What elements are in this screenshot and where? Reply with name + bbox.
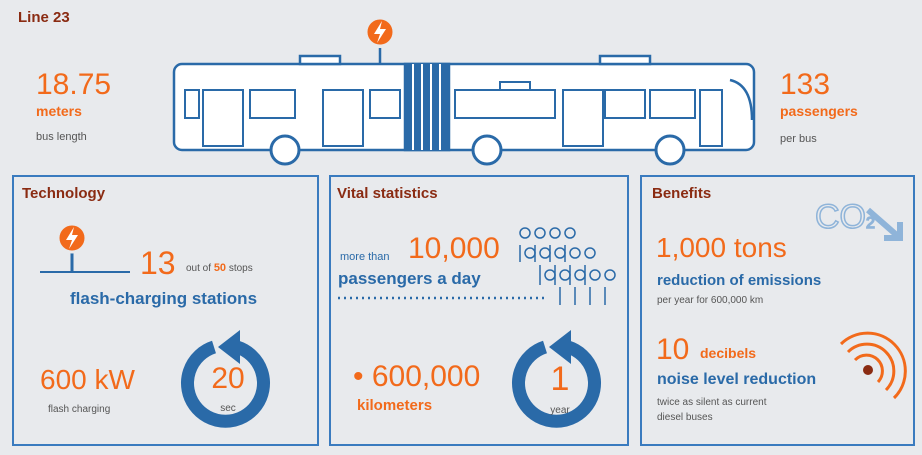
noise-note: twice as silent as current: [657, 398, 767, 408]
out-of: out of: [186, 263, 211, 274]
stations-of: out of 50 stops: [186, 263, 253, 274]
distance-label: kilometers: [357, 398, 432, 413]
bullet: •: [353, 360, 372, 393]
period-unit: year: [550, 406, 569, 416]
emissions-label: reduction of emissions: [657, 273, 821, 288]
noise-unit: decibels: [700, 346, 756, 360]
articulation: [405, 64, 449, 150]
distance-value: 600,000: [372, 360, 480, 393]
charge-time: 20: [211, 364, 244, 394]
bus: [174, 48, 754, 164]
length-unit: meters: [36, 104, 82, 118]
benefits-title: Benefits: [652, 186, 711, 201]
station-icon: [40, 224, 130, 272]
length-caption: bus length: [36, 132, 87, 143]
roof-unit: [600, 56, 650, 64]
power-label: flash charging: [48, 405, 110, 415]
distance-line: • 600,000: [353, 362, 480, 392]
noise-label: noise level reduction: [657, 372, 816, 388]
co2-label: CO2: [815, 200, 875, 234]
infographic: Line 23 18.75 meters bus length 133 pass…: [0, 0, 922, 455]
vital-title: Vital statistics: [337, 186, 438, 201]
capacity-caption: per bus: [780, 134, 817, 145]
stations-label: flash-charging stations: [70, 290, 257, 307]
panels: [13, 176, 914, 445]
noise-note: diesel buses: [657, 413, 713, 423]
stops: stops: [229, 263, 253, 274]
power-value: 600 kW: [40, 366, 135, 394]
more-than: more than: [340, 252, 390, 263]
charging-icon: [366, 18, 394, 46]
technology-title: Technology: [22, 186, 105, 201]
length-value: 18.75: [36, 70, 111, 100]
emissions-value: 1,000 tons: [656, 234, 787, 262]
noise-value: 10: [656, 335, 689, 365]
capacity-unit: passengers: [780, 104, 858, 118]
roof-unit: [300, 56, 340, 64]
period-value: 1: [551, 362, 570, 396]
people-icon: [520, 228, 615, 305]
sound-icon: [841, 333, 905, 398]
capacity-value: 133: [780, 70, 830, 100]
passengers-label: passengers a day: [338, 270, 481, 287]
stations-value: 13: [140, 247, 176, 279]
co-sub: 2: [866, 215, 875, 232]
total-stops: 50: [214, 262, 226, 274]
title: Line 23: [18, 10, 70, 25]
passengers-value: 10,000: [408, 234, 500, 264]
emissions-note: per year for 600,000 km: [657, 296, 763, 306]
charge-unit: sec: [220, 404, 236, 414]
arrow-heads: [218, 330, 571, 364]
co: CO: [815, 198, 866, 236]
